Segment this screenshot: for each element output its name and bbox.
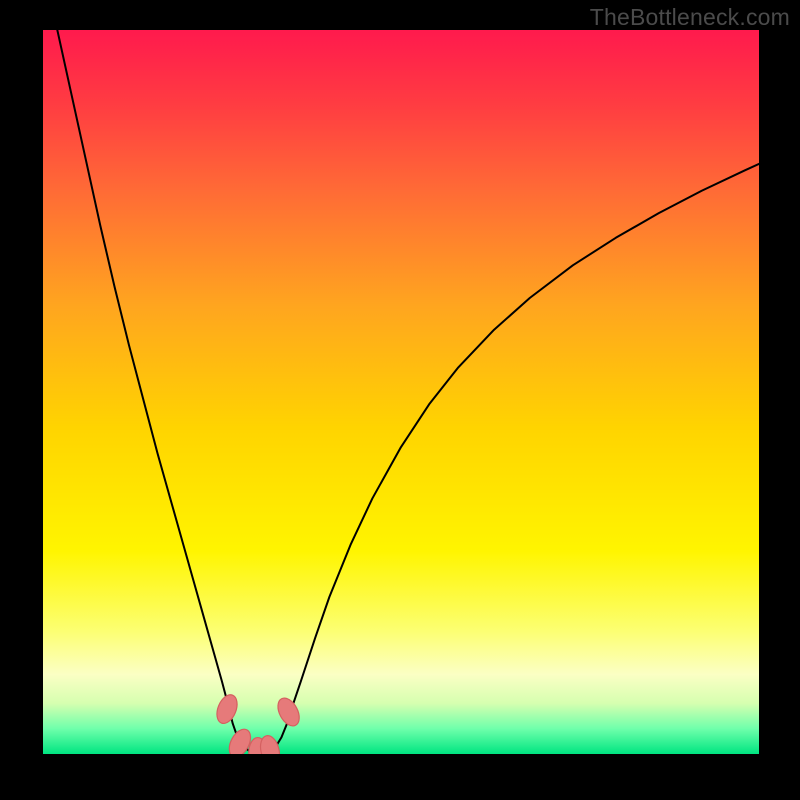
- bottleneck-curve-chart: [0, 0, 800, 800]
- chart-stage: TheBottleneck.com: [0, 0, 800, 800]
- plot-background-gradient: [43, 30, 759, 754]
